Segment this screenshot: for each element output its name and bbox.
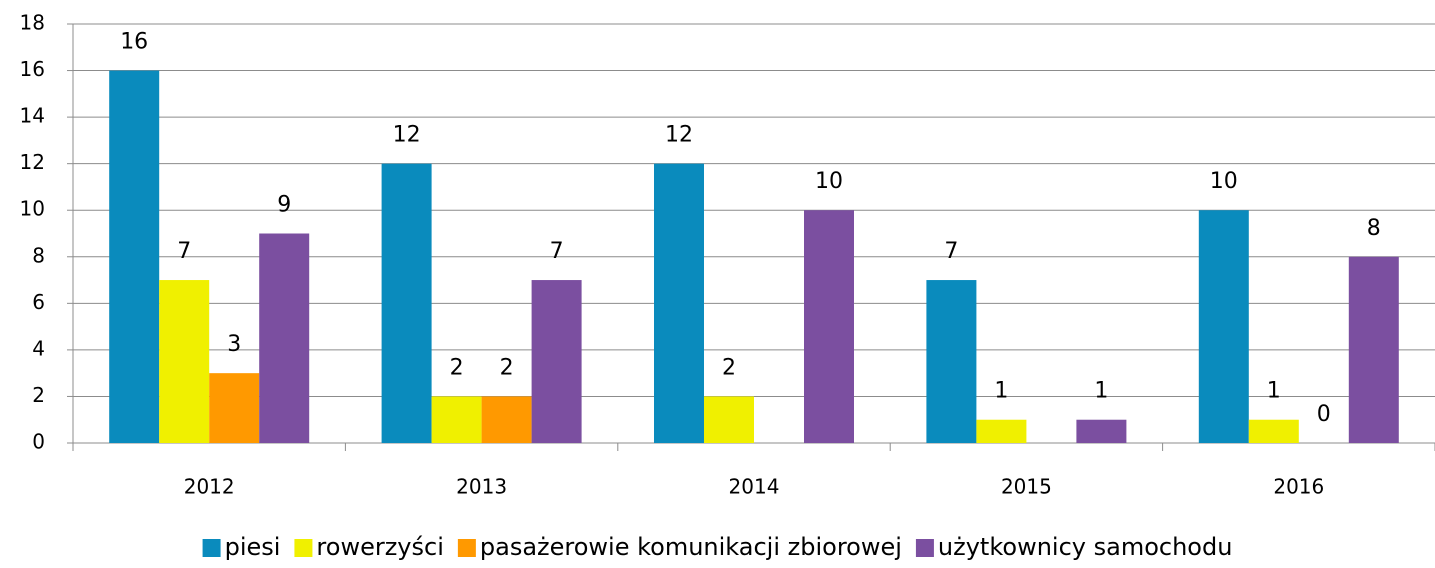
y-tick-label: 6 <box>32 290 45 314</box>
value-label: 12 <box>393 123 421 148</box>
legend-swatch <box>457 539 476 557</box>
legend-swatch <box>202 539 221 557</box>
value-label: 0 <box>1317 402 1331 427</box>
y-tick-label: 4 <box>32 336 45 360</box>
bar <box>109 70 160 444</box>
legend: piesi rowerzyści pasażerowie komunikacji z… <box>202 533 1233 561</box>
bar <box>1248 419 1299 443</box>
y-tick-label: 18 <box>20 11 45 35</box>
bar <box>926 280 977 443</box>
bar <box>531 280 582 443</box>
bar <box>159 280 210 443</box>
bar <box>259 233 310 443</box>
bar <box>1198 210 1249 443</box>
x-tick-label: 2012 <box>184 475 235 499</box>
legend-label: pasażerowie komunikacji zbiorowej <box>480 533 902 561</box>
bar <box>481 396 532 443</box>
value-label: 1 <box>1267 379 1281 404</box>
y-tick-label: 16 <box>20 57 45 81</box>
value-label: 7 <box>944 239 958 264</box>
bar <box>804 210 854 443</box>
legend-swatch <box>915 539 934 557</box>
legend-swatch <box>294 539 313 557</box>
value-label: 8 <box>1367 216 1381 241</box>
value-label: 9 <box>277 193 291 218</box>
value-label: 7 <box>177 239 191 264</box>
y-tick-label: 8 <box>32 243 45 267</box>
value-label: 2 <box>450 355 464 380</box>
y-tick-label: 2 <box>32 383 45 407</box>
bar <box>976 419 1027 443</box>
x-tick-label: 2013 <box>456 475 507 499</box>
y-tick-label: 12 <box>20 150 45 174</box>
legend-label: rowerzyści <box>316 533 443 561</box>
value-label: 12 <box>665 123 693 148</box>
value-label: 2 <box>722 355 736 380</box>
x-tick-label: 2016 <box>1273 475 1324 499</box>
value-label: 7 <box>550 239 564 264</box>
y-tick-label: 14 <box>20 104 45 128</box>
y-tick-label: 10 <box>20 197 45 221</box>
bar <box>209 373 260 443</box>
value-label: 3 <box>227 332 241 357</box>
value-label: 10 <box>1210 169 1238 194</box>
value-label: 16 <box>120 30 148 55</box>
value-label: 1 <box>994 379 1008 404</box>
y-tick-label: 0 <box>32 430 45 454</box>
bar <box>431 396 482 443</box>
value-label: 10 <box>815 169 843 194</box>
legend-label: piesi <box>225 533 281 561</box>
bar <box>381 163 432 443</box>
value-label: 1 <box>1094 379 1108 404</box>
legend-label: użytkownicy samochodu <box>938 533 1233 561</box>
bar <box>1076 419 1127 443</box>
bar <box>654 163 704 443</box>
x-tick-label: 2015 <box>1001 475 1052 499</box>
value-label: 2 <box>500 355 514 380</box>
x-tick-label: 2014 <box>729 475 780 499</box>
bar <box>1348 256 1399 443</box>
bar <box>704 396 754 443</box>
